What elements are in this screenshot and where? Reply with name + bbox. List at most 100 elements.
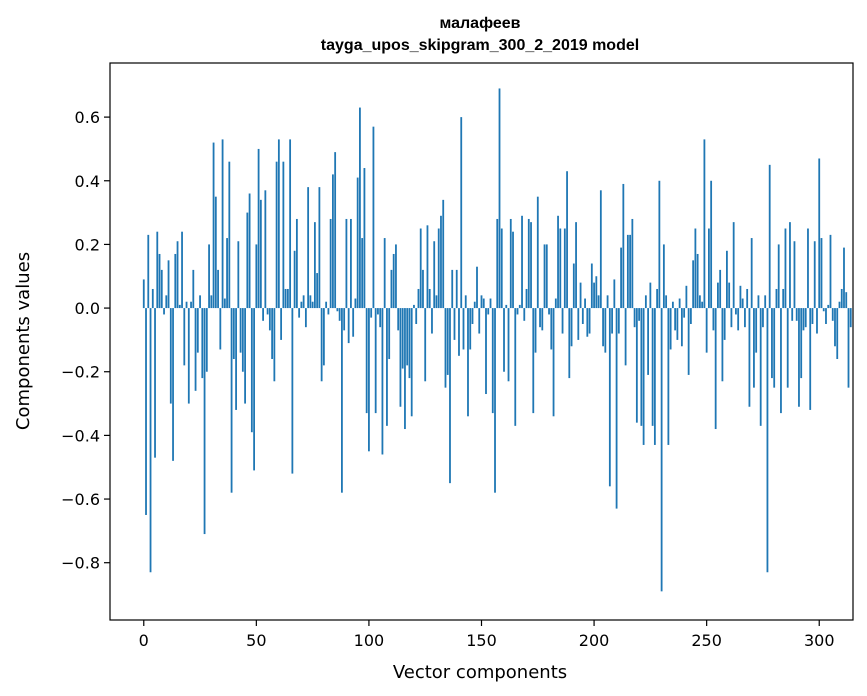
bar — [633, 308, 636, 328]
bar — [446, 308, 449, 375]
bar — [262, 308, 264, 321]
bar — [505, 304, 508, 309]
bar — [343, 308, 346, 331]
bar — [536, 196, 539, 309]
bar — [449, 308, 451, 484]
bar — [726, 250, 728, 309]
bar — [816, 308, 818, 334]
bar — [827, 304, 830, 309]
bar — [521, 215, 523, 309]
bar — [822, 308, 825, 312]
bar — [534, 308, 537, 353]
bar — [509, 218, 512, 309]
bar — [181, 231, 183, 309]
bar — [617, 308, 620, 334]
bar — [444, 308, 447, 388]
bar — [354, 298, 357, 309]
bar — [313, 222, 316, 309]
bar — [203, 308, 206, 535]
bar — [451, 269, 454, 309]
bar — [329, 218, 332, 309]
bar — [142, 279, 145, 309]
bar — [829, 234, 832, 309]
bar — [818, 158, 821, 309]
bar — [309, 295, 312, 309]
bar — [347, 308, 350, 344]
bar — [471, 308, 474, 324]
bar — [714, 308, 717, 430]
bar — [392, 253, 395, 309]
bar — [327, 308, 330, 315]
bar — [401, 308, 404, 369]
bar — [581, 308, 584, 324]
bar — [608, 308, 611, 487]
bar — [271, 308, 274, 360]
bar — [415, 308, 418, 324]
bar — [825, 308, 827, 324]
bar — [341, 308, 343, 493]
bar — [390, 269, 393, 309]
y-tick-label: −0.4 — [61, 426, 100, 445]
bar — [791, 308, 794, 321]
bar — [381, 308, 384, 455]
bar — [532, 308, 535, 414]
bar — [843, 247, 845, 309]
y-tick-label: −0.6 — [61, 490, 100, 509]
bar — [293, 250, 296, 309]
bar — [489, 298, 492, 309]
bar — [717, 282, 719, 309]
bar — [579, 282, 582, 309]
bar — [500, 228, 503, 309]
bar — [699, 295, 701, 309]
bar — [154, 308, 156, 458]
bar — [759, 308, 762, 426]
bar — [467, 308, 469, 417]
bar — [525, 288, 528, 309]
bar — [764, 295, 767, 309]
bar — [667, 308, 670, 445]
bar — [541, 308, 544, 331]
x-tick-label: 0 — [139, 631, 149, 650]
bar — [586, 308, 589, 337]
bar — [399, 308, 402, 407]
bar — [356, 177, 359, 309]
bar — [417, 288, 420, 309]
bar — [732, 222, 735, 309]
bar — [777, 244, 780, 309]
bar — [712, 308, 715, 331]
bar — [304, 308, 307, 328]
bar — [149, 308, 152, 573]
bar — [183, 308, 186, 366]
bar — [160, 269, 163, 309]
bar — [701, 301, 704, 309]
bar — [775, 288, 778, 309]
bar — [167, 260, 170, 309]
bar — [694, 228, 697, 309]
bar — [566, 171, 568, 309]
bar — [264, 190, 267, 309]
bar — [615, 308, 618, 509]
x-tick-label: 200 — [579, 631, 610, 650]
bar — [629, 234, 631, 309]
bar — [320, 308, 323, 382]
y-tick-label: 0.2 — [75, 235, 100, 254]
bar — [199, 295, 201, 309]
bar — [773, 308, 776, 388]
bar — [350, 218, 352, 309]
x-tick-label: 150 — [466, 631, 497, 650]
bar — [280, 308, 283, 340]
bar — [478, 308, 481, 334]
bar — [174, 253, 177, 309]
bar — [800, 308, 803, 379]
bar — [552, 308, 555, 417]
bar — [757, 295, 760, 309]
chart-subtitle: tayga_upos_skipgram_300_2_2019 model — [321, 37, 639, 54]
bar — [624, 308, 627, 366]
bar — [789, 222, 791, 309]
bar — [205, 308, 208, 372]
bar — [334, 152, 337, 309]
bar — [557, 215, 559, 309]
bar — [768, 164, 771, 309]
bar — [325, 301, 328, 309]
bar — [336, 308, 339, 312]
